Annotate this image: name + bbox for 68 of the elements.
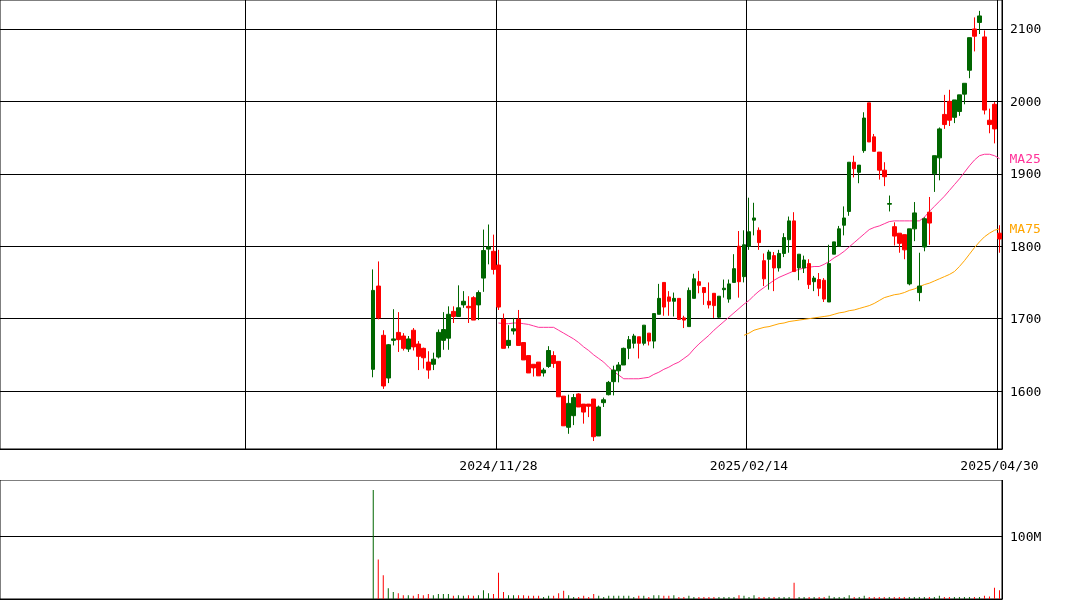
candlestick bbox=[982, 29, 987, 115]
candlestick bbox=[381, 329, 386, 390]
line-series bbox=[743, 228, 1000, 336]
candlestick bbox=[546, 345, 551, 369]
candlestick bbox=[717, 295, 721, 319]
candlestick bbox=[511, 317, 516, 336]
candlestick bbox=[642, 324, 646, 346]
candlestick bbox=[827, 244, 831, 303]
candlestick bbox=[762, 252, 766, 287]
candlestick bbox=[757, 226, 761, 251]
candlestick bbox=[481, 229, 486, 293]
candlestick bbox=[451, 305, 456, 324]
candlestick bbox=[732, 253, 736, 283]
candlestick bbox=[476, 289, 481, 321]
candlestick bbox=[792, 211, 796, 273]
candlestick bbox=[386, 343, 391, 384]
candlestick bbox=[702, 287, 706, 306]
y-tick-label: 2100 bbox=[1010, 21, 1042, 37]
candlestick bbox=[647, 332, 651, 346]
candlestick bbox=[601, 397, 606, 408]
candlestick bbox=[972, 16, 977, 52]
candlestick bbox=[887, 195, 892, 212]
candlestick bbox=[431, 352, 436, 371]
candlestick bbox=[456, 284, 461, 317]
candlestick bbox=[737, 230, 741, 299]
candlestick bbox=[461, 290, 466, 309]
y-tick-label: 1700 bbox=[1010, 311, 1042, 327]
candlestick bbox=[672, 292, 676, 317]
candlestick bbox=[486, 224, 491, 265]
candlestick bbox=[391, 308, 396, 346]
candlestick bbox=[977, 10, 982, 35]
candlestick bbox=[917, 252, 922, 302]
x-tick-label: 2024/11/28 bbox=[459, 458, 538, 473]
candlestick bbox=[967, 37, 972, 79]
candlestick bbox=[862, 111, 866, 154]
candlestick bbox=[371, 268, 375, 378]
y-tick-label: 100M bbox=[1010, 528, 1042, 544]
candlestick bbox=[852, 155, 856, 178]
y-tick-label: 1600 bbox=[1010, 383, 1042, 399]
candlestick bbox=[927, 196, 932, 246]
candlestick bbox=[857, 164, 861, 184]
candlestick bbox=[596, 405, 601, 437]
x-tick-label: 2025/04/30 bbox=[960, 458, 1039, 473]
candlestick bbox=[772, 251, 776, 292]
candlestick bbox=[406, 335, 411, 353]
candlestick bbox=[847, 161, 851, 217]
x-tick-label: 2025/02/14 bbox=[709, 458, 789, 473]
y-tick-label: 1900 bbox=[1010, 166, 1042, 182]
candlestick bbox=[376, 260, 381, 320]
y-tick-label: 2000 bbox=[1010, 93, 1042, 109]
candlestick bbox=[842, 205, 846, 236]
line-series bbox=[498, 153, 1000, 380]
candlestick bbox=[506, 324, 511, 349]
candlestick bbox=[697, 270, 701, 294]
series-label: MA75 bbox=[1009, 221, 1041, 237]
candlestick bbox=[807, 258, 811, 290]
candlestick bbox=[501, 313, 506, 349]
candlestick bbox=[767, 249, 771, 291]
candlestick bbox=[541, 367, 546, 378]
candlestick bbox=[752, 202, 756, 236]
candlestick bbox=[637, 336, 641, 359]
series-label: MA25 bbox=[1009, 151, 1041, 167]
candlestick bbox=[922, 216, 927, 252]
y-tick-label: 1800 bbox=[1010, 238, 1042, 254]
candlestick bbox=[812, 275, 816, 292]
candlestick bbox=[606, 380, 611, 396]
candlestick bbox=[997, 224, 1002, 254]
candlestick bbox=[426, 350, 431, 380]
